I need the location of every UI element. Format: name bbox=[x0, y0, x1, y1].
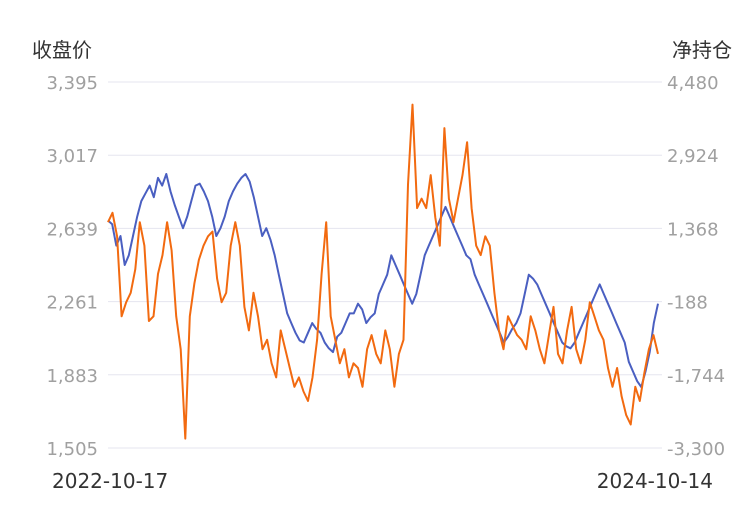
x-end-date-label: 2024-10-14 bbox=[597, 469, 713, 493]
y-left-tick-label: 2,261 bbox=[46, 293, 98, 314]
y-left-tick-label: 1,505 bbox=[46, 439, 98, 460]
y-right-tick-label: 2,924 bbox=[667, 146, 719, 167]
y-right-tick-label: -3,300 bbox=[667, 439, 725, 460]
net-position-line bbox=[107, 103, 659, 440]
close-price-line bbox=[107, 173, 659, 388]
y-right-tick-label: 1,368 bbox=[667, 219, 719, 240]
y-left-tick-label: 3,017 bbox=[46, 146, 98, 167]
y-right-axis-title: 净持仓 bbox=[672, 38, 732, 62]
y-right-tick-label: 4,480 bbox=[667, 73, 719, 94]
y-left-axis-title: 收盘价 bbox=[32, 38, 92, 62]
y-left-tick-label: 3,395 bbox=[46, 73, 98, 94]
y-left-tick-label: 1,883 bbox=[46, 366, 98, 387]
y-right-tick-label: -1,744 bbox=[667, 366, 725, 387]
x-start-date-label: 2022-10-17 bbox=[52, 469, 168, 493]
y-left-tick-label: 2,639 bbox=[46, 219, 98, 240]
y-right-tick-label: -188 bbox=[667, 293, 708, 314]
